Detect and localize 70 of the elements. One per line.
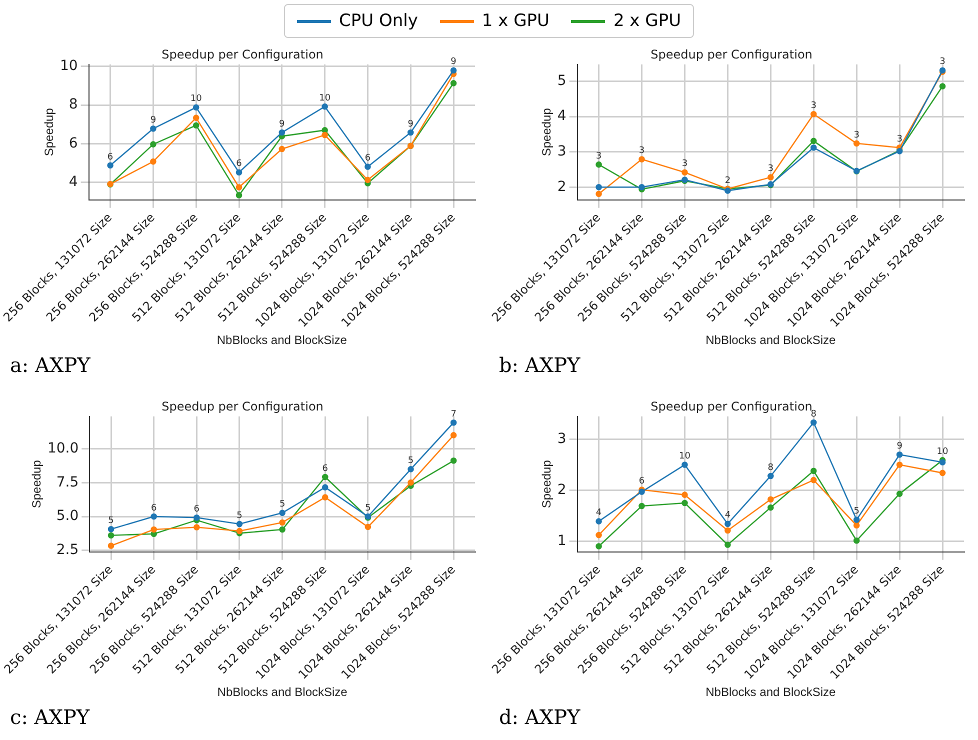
y-tick-label: 5: [557, 72, 566, 89]
annotation: 3: [596, 151, 602, 162]
annotation: 10: [936, 447, 949, 458]
chart-title: Speedup per Configuration: [162, 47, 324, 62]
annotation: 10: [319, 93, 331, 104]
text: d: AXPY: [499, 705, 580, 729]
y-tick-label: 7.5: [56, 474, 79, 490]
y-tick-label: 6: [68, 135, 78, 152]
annotation: 5: [365, 503, 371, 514]
y-tick-label: 4: [557, 108, 566, 124]
y-tick-label: 2: [557, 178, 566, 195]
annotation: 8: [810, 409, 817, 420]
y-tick-label: 8: [68, 96, 78, 113]
annotation: 5: [854, 506, 860, 517]
annotation: 6: [194, 504, 200, 514]
annotation: 9: [896, 441, 903, 452]
annotation: 8: [768, 462, 774, 473]
y-tick-label: 10: [60, 58, 78, 74]
annotation: 9: [150, 115, 156, 126]
y-tick-label: 2.5: [56, 542, 79, 558]
annotation: 3: [768, 164, 774, 174]
annotation: 3: [810, 100, 816, 111]
y-tick-label: 5.0: [56, 508, 79, 524]
y-axis-title: Speedup: [540, 108, 554, 156]
annotation: 6: [236, 159, 242, 170]
annotation: 6: [322, 464, 328, 474]
annotation: 3: [896, 134, 902, 144]
annotation: 6: [638, 476, 645, 487]
x-axis-title: NbBlocks and BlockSize: [706, 333, 836, 348]
y-axis-title: Speedup: [30, 460, 44, 508]
y-tick-label: 3: [557, 144, 566, 160]
annotation: 9: [408, 119, 414, 130]
annotation: 3: [638, 146, 645, 156]
annotation: 5: [279, 500, 286, 510]
x-axis-title: NbBlocks and BlockSize: [706, 685, 836, 700]
annotation: 5: [236, 510, 242, 521]
annotation: 6: [107, 152, 114, 162]
annotation: 6: [364, 154, 371, 164]
text: c: AXPY: [10, 705, 90, 729]
annotation: 9: [279, 119, 286, 130]
y-tick-label: 2: [557, 482, 566, 498]
y-tick-label: 4: [68, 174, 78, 190]
annotation: 10: [678, 452, 691, 462]
y-tick-label: 3: [557, 430, 566, 447]
annotation: 2: [724, 176, 731, 186]
x-axis-title: NbBlocks and BlockSize: [216, 333, 348, 348]
y-axis-title: Speedup: [540, 460, 554, 508]
y-tick-label: 1: [557, 532, 566, 549]
annotation: 5: [108, 516, 114, 526]
annotation: 7: [450, 409, 456, 420]
annotation: 3: [682, 159, 688, 170]
annotation: 10: [190, 94, 202, 104]
legend-label: 1 x GPU: [482, 11, 550, 31]
y-tick-label: 10.0: [47, 440, 79, 457]
x-axis-title: NbBlocks and BlockSize: [217, 685, 348, 700]
annotation: 3: [854, 130, 860, 140]
y-axis-title: Speedup: [42, 108, 56, 156]
text: b: AXPY: [499, 353, 580, 377]
chart-title: Speedup per Configuration: [162, 399, 324, 414]
chart-title: Speedup per Configuration: [650, 399, 812, 414]
legend-label: 2 x GPU: [613, 11, 682, 31]
text: a: AXPY: [10, 353, 90, 377]
annotation: 4: [596, 508, 602, 518]
legend-label: CPU Only: [338, 11, 418, 31]
annotation: 4: [724, 510, 731, 521]
chart-title: Speedup per Configuration: [650, 47, 812, 62]
annotation: 9: [450, 57, 457, 68]
annotation: 6: [150, 503, 157, 514]
annotation: 5: [408, 456, 414, 466]
annotation: 3: [940, 57, 946, 68]
